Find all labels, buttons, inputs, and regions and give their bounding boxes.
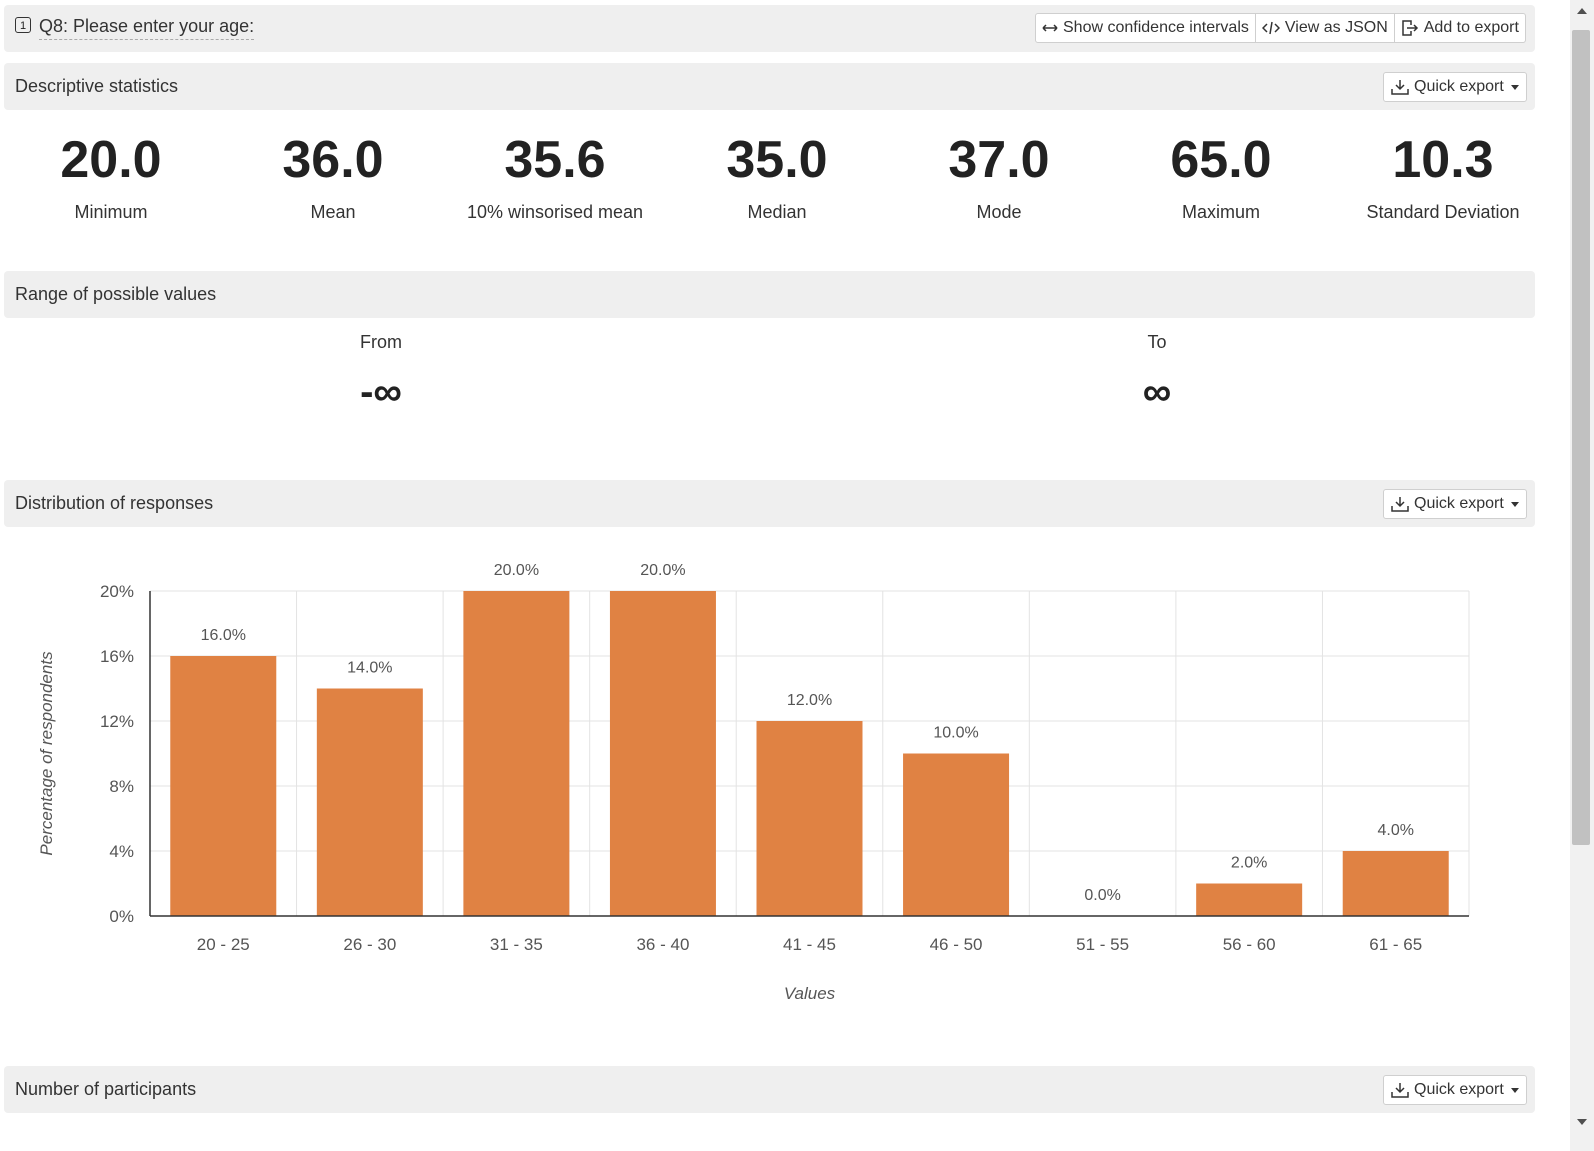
range-header: Range of possible values (4, 271, 1535, 318)
chevron-down-icon (1510, 84, 1519, 90)
y-tick-label: 12% (100, 712, 134, 731)
download-icon (1391, 1083, 1409, 1098)
bar-data-label: 20.0% (640, 562, 685, 579)
x-axis-title: Values (784, 984, 836, 1003)
stat-value: 10.3 (1392, 131, 1494, 189)
question-actions: Show confidence intervals View as JSON A… (1035, 13, 1526, 43)
stat-winsorised-mean: 35.6 10% winsorised mean (444, 128, 666, 223)
x-tick-label: 56 - 60 (1223, 935, 1276, 954)
download-icon (1391, 80, 1409, 95)
range-title: Range of possible values (15, 284, 217, 304)
distribution-title: Distribution of responses (15, 493, 214, 513)
participants-quick-export-button[interactable]: Quick export (1383, 1075, 1527, 1105)
stat-label: Mode (976, 202, 1022, 222)
bar-data-label: 14.0% (347, 660, 392, 677)
stat-median: 35.0 Median (666, 128, 888, 223)
x-tick-label: 51 - 55 (1076, 935, 1129, 954)
distribution-header: Distribution of responses Quick export (4, 480, 1535, 527)
question-number-badge: 1 (15, 17, 31, 33)
bar[interactable] (463, 591, 570, 916)
bar-data-label: 16.0% (201, 627, 246, 644)
descriptive-quick-export-button[interactable]: Quick export (1383, 72, 1527, 102)
bar-data-label: 12.0% (787, 692, 832, 709)
range-to-value: ∞ (1142, 370, 1172, 414)
bar-data-label: 10.0% (933, 725, 978, 742)
scroll-down-arrow-icon[interactable] (1577, 1119, 1587, 1125)
stat-mode: 37.0 Mode (888, 128, 1110, 223)
show-confidence-intervals-button[interactable]: Show confidence intervals (1036, 14, 1256, 42)
show-confidence-intervals-label: Show confidence intervals (1063, 19, 1249, 36)
bar-data-label: 2.0% (1231, 855, 1267, 872)
stat-label: Mean (310, 202, 356, 222)
question-title: Q8: Please enter your age: (39, 16, 255, 40)
download-icon (1391, 497, 1409, 512)
chevron-down-icon (1510, 1087, 1519, 1093)
quick-export-label: Quick export (1414, 1081, 1504, 1098)
y-tick-label: 0% (109, 907, 134, 926)
chevron-down-icon (1510, 501, 1519, 507)
scroll-up-arrow-icon[interactable] (1577, 8, 1587, 14)
x-tick-label: 20 - 25 (197, 935, 250, 954)
quick-export-label: Quick export (1414, 78, 1504, 95)
question-header: 1 Q8: Please enter your age: Show confid… (4, 5, 1535, 52)
stat-label: Standard Deviation (1366, 202, 1520, 222)
y-tick-label: 20% (100, 582, 134, 601)
stat-value: 36.0 (282, 131, 384, 189)
view-as-json-button[interactable]: View as JSON (1256, 14, 1395, 42)
bar[interactable] (170, 656, 277, 916)
vertical-scrollbar[interactable] (1570, 0, 1594, 1151)
participants-header: Number of participants Quick export (4, 1066, 1535, 1113)
x-tick-label: 41 - 45 (783, 935, 836, 954)
stat-minimum: 20.0 Minimum (0, 128, 222, 223)
distribution-bar-chart: 16.0% 14.0% 20.0% 20.0% 12.0% 10.0% 0.0% 2.0% 4.… (37, 562, 1470, 1003)
bar-data-label: 20.0% (494, 562, 539, 579)
x-tick-label: 31 - 35 (490, 935, 543, 954)
y-tick-label: 4% (109, 842, 134, 861)
y-tick-label: 8% (109, 777, 134, 796)
stat-standard-deviation: 10.3 Standard Deviation (1332, 128, 1554, 223)
x-tick-label: 61 - 65 (1369, 935, 1422, 954)
y-tick-label: 16% (100, 647, 134, 666)
bar[interactable] (756, 721, 863, 916)
bar[interactable] (1342, 851, 1449, 916)
stat-label: Maximum (1181, 202, 1260, 222)
range-from-value: -∞ (360, 370, 402, 414)
stat-maximum: 65.0 Maximum (1110, 128, 1332, 223)
view-as-json-label: View as JSON (1284, 19, 1388, 36)
y-axis-title: Percentage of respondents (37, 651, 56, 856)
stat-label: Median (747, 202, 807, 222)
stat-value: 35.0 (726, 131, 828, 189)
x-tick-label: 26 - 30 (343, 935, 396, 954)
descriptive-statistics-header: Descriptive statistics Quick export (4, 63, 1535, 110)
code-icon (1261, 21, 1280, 35)
stat-value: 20.0 (60, 131, 162, 189)
file-export-icon (1402, 20, 1418, 36)
x-tick-label: 36 - 40 (636, 935, 689, 954)
stat-label: Minimum (74, 202, 148, 222)
distribution-quick-export-button[interactable]: Quick export (1383, 489, 1527, 519)
bar-data-label: 0.0% (1084, 887, 1120, 904)
stat-value: 35.6 (504, 131, 606, 189)
bar[interactable] (316, 688, 423, 917)
arrows-horizontal-icon (1042, 24, 1058, 32)
participants-title: Number of participants (15, 1079, 197, 1099)
bar-data-label: 4.0% (1377, 822, 1413, 839)
range-to-label: To (1147, 332, 1167, 352)
stat-mean: 36.0 Mean (222, 128, 444, 223)
bar[interactable] (1196, 883, 1303, 917)
stat-value: 37.0 (948, 131, 1050, 189)
stat-value: 65.0 (1170, 131, 1272, 189)
add-to-export-button[interactable]: Add to export (1395, 14, 1525, 42)
add-to-export-label: Add to export (1423, 19, 1519, 36)
bar[interactable] (903, 753, 1010, 917)
x-tick-label: 46 - 50 (930, 935, 983, 954)
quick-export-label: Quick export (1414, 495, 1504, 512)
stat-label: 10% winsorised mean (466, 202, 644, 222)
range-from-label: From (360, 332, 402, 352)
descriptive-statistics-title: Descriptive statistics (15, 76, 179, 96)
scrollbar-thumb[interactable] (1572, 30, 1590, 845)
bar[interactable] (609, 591, 716, 916)
